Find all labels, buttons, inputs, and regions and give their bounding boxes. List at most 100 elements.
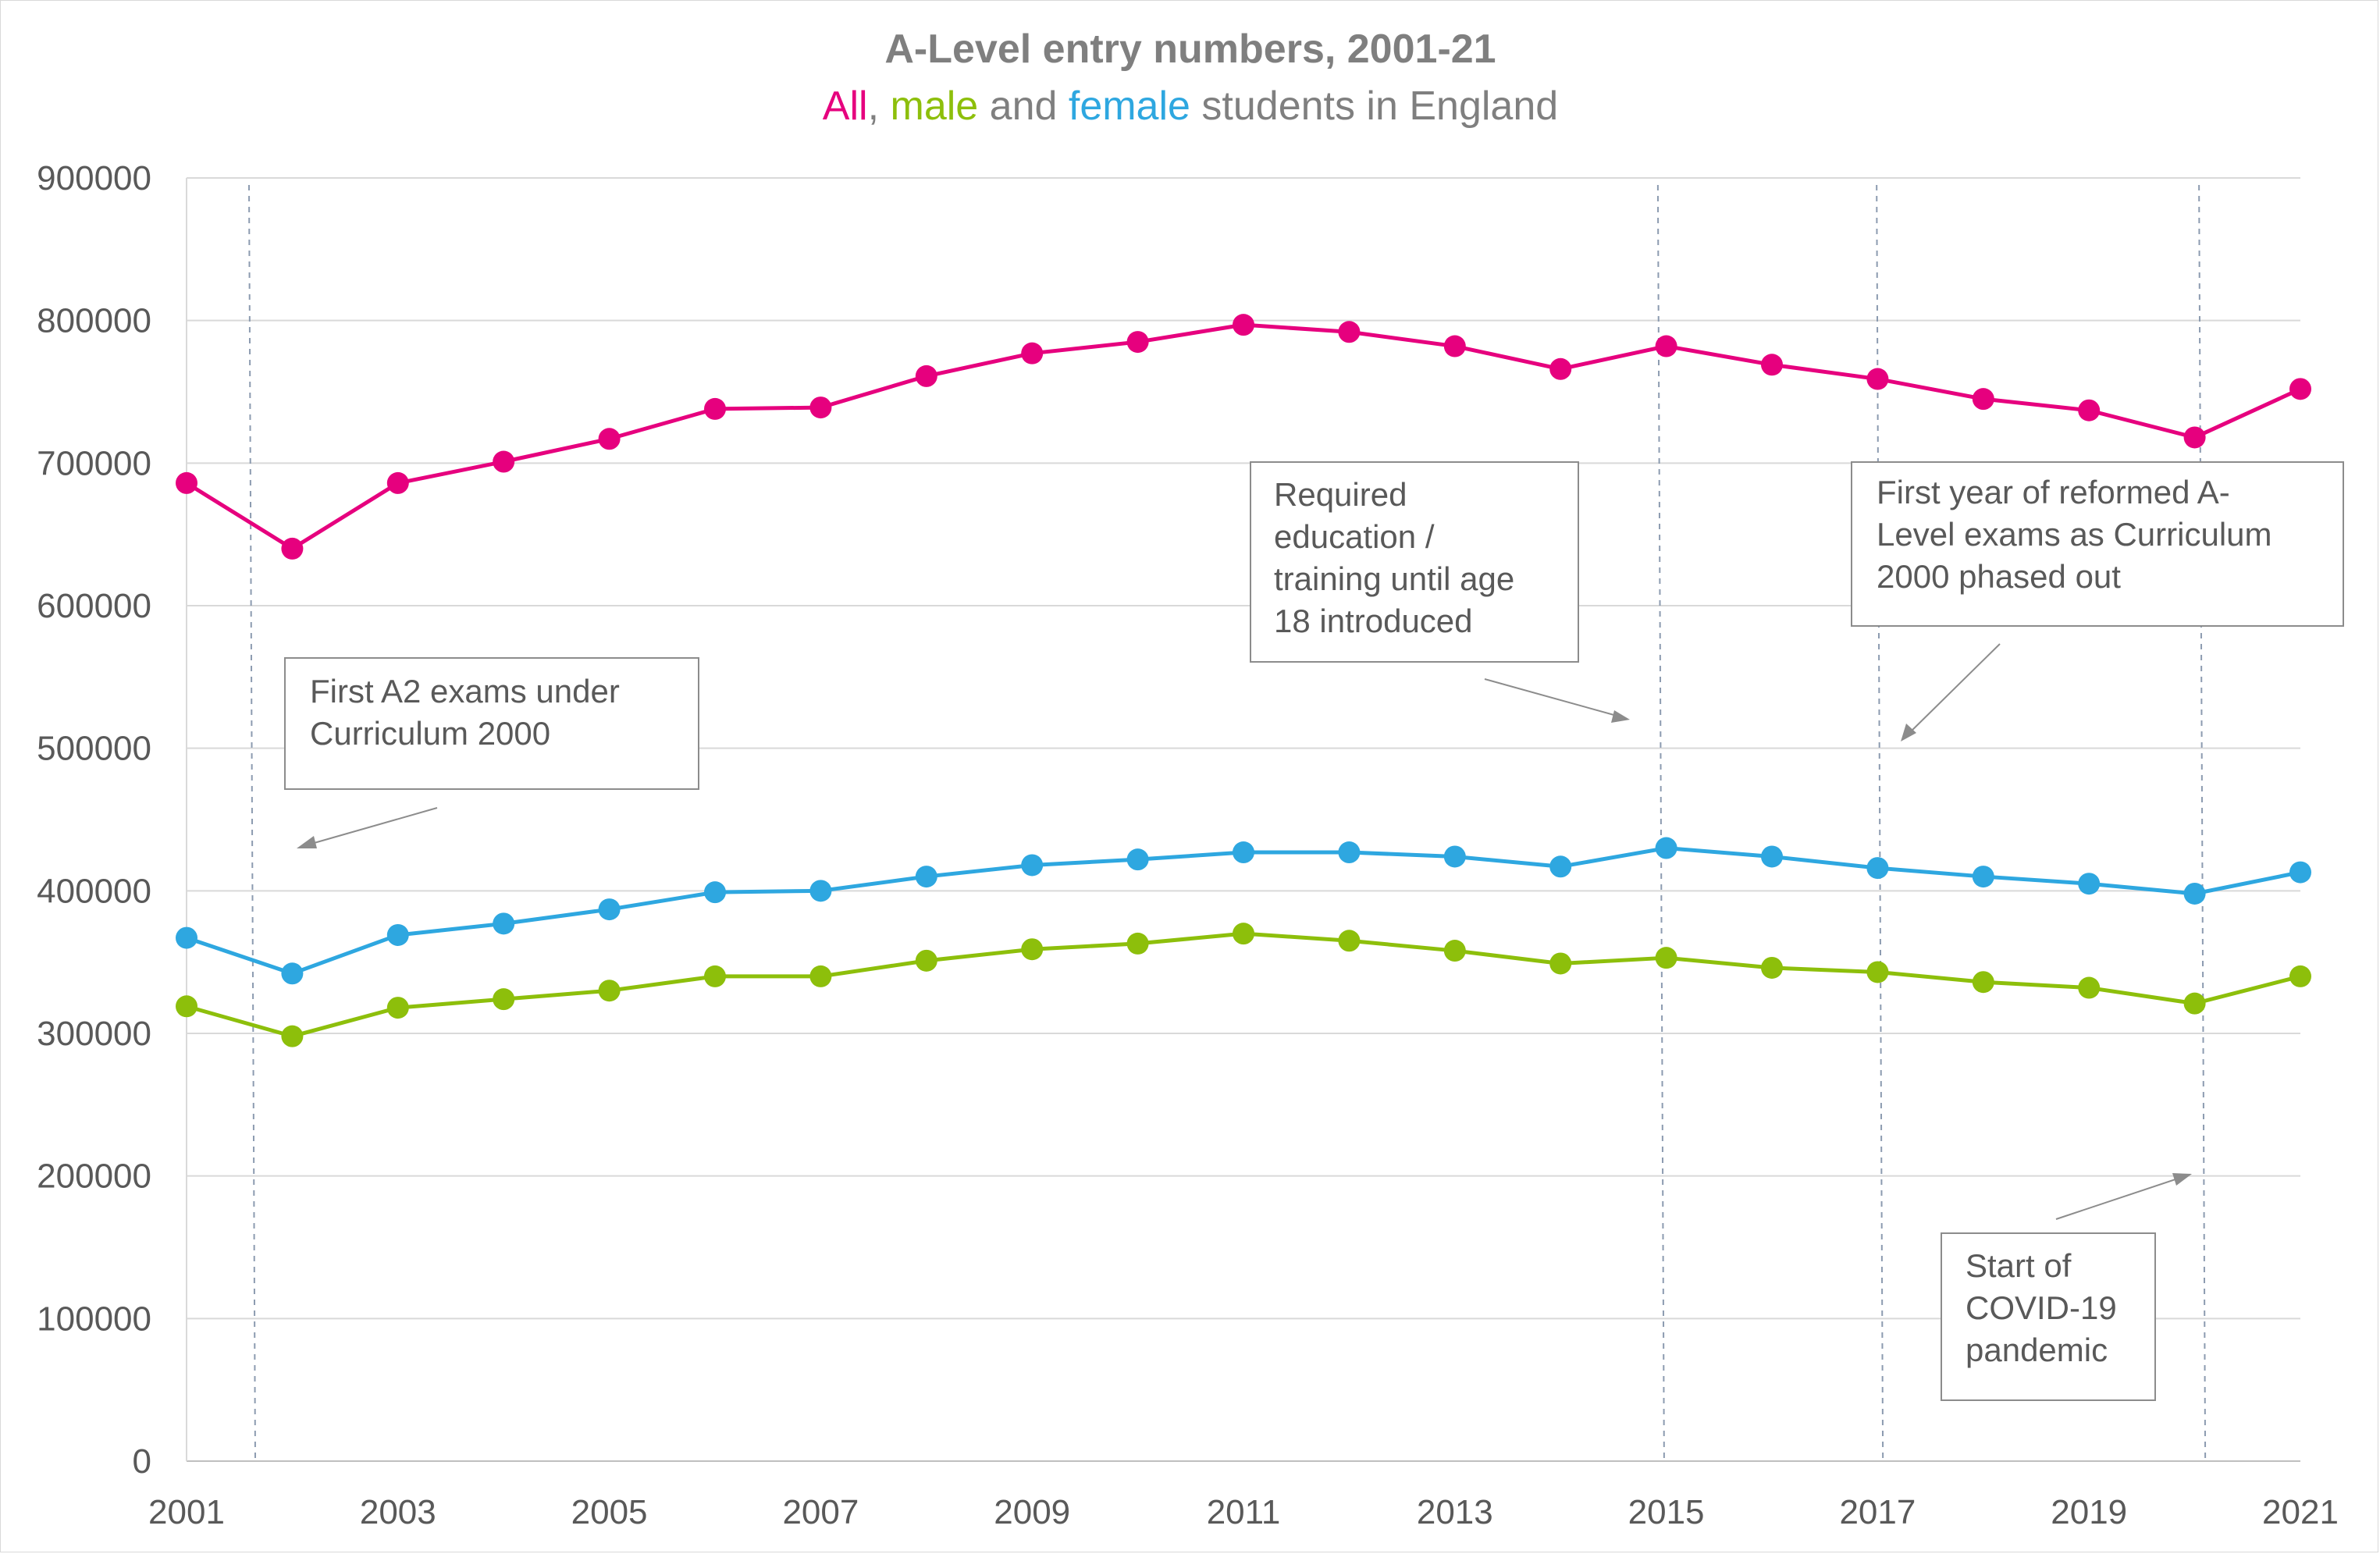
data-point <box>704 965 726 987</box>
data-point <box>1549 357 1572 380</box>
x-tick-label: 2021 <box>2262 1493 2339 1531</box>
data-point <box>1443 845 1466 868</box>
y-tick-label: 500000 <box>37 730 151 768</box>
x-tick-label: 2003 <box>360 1493 436 1531</box>
data-point <box>281 537 304 560</box>
data-point <box>1021 342 1044 364</box>
x-axis-ticks: 2001 2003 2005 2007 2009 2011 2013 2015 2017 2019… <box>148 1493 2339 1531</box>
data-point <box>1338 930 1361 952</box>
x-tick-label: 2005 <box>571 1493 648 1531</box>
y-tick-label: 400000 <box>37 872 151 910</box>
annotation-line: Required <box>1274 476 1407 513</box>
series-0 <box>176 314 2311 560</box>
annotation-box <box>1250 461 1579 663</box>
annotation-arrow <box>2055 1175 2188 1220</box>
data-point <box>2078 976 2101 999</box>
data-point <box>386 997 409 1019</box>
data-point <box>1972 971 1994 994</box>
y-tick-label: 900000 <box>37 159 151 197</box>
y-axis-ticks: 0 100000 200000 300000 400000 500000 600000 700… <box>37 159 151 1481</box>
annotation-a2-exams: First A2 exams under Curriculum 2000 <box>284 657 699 848</box>
annotation-covid: Start of COVID-19 pandemic <box>1941 1173 2192 1401</box>
annotation-box <box>1851 461 2344 627</box>
annotation-reformed-exams: First year of reformed A- Level exams as… <box>1851 461 2344 741</box>
data-point <box>1021 854 1044 877</box>
x-tick-label: 2009 <box>994 1493 1070 1531</box>
data-point <box>915 949 937 972</box>
data-point <box>1338 321 1361 343</box>
annotation-line: Curriculum 2000 <box>310 715 550 752</box>
data-point <box>1021 938 1044 961</box>
data-point <box>176 995 197 1018</box>
data-point <box>1233 841 1254 864</box>
series-group <box>176 314 2311 1047</box>
annotation-line: 18 introduced <box>1274 603 1473 639</box>
x-tick-label: 2001 <box>148 1493 225 1531</box>
data-point <box>704 881 726 904</box>
x-tick-label: 2017 <box>1839 1493 1916 1531</box>
event-line <box>248 184 257 1462</box>
data-point <box>493 988 515 1011</box>
data-point <box>1233 314 1254 336</box>
y-tick-label: 100000 <box>37 1300 151 1338</box>
data-point <box>1655 335 1677 357</box>
data-point <box>598 898 621 921</box>
data-point <box>1655 947 1677 969</box>
data-point <box>281 962 304 985</box>
annotation-line: education / <box>1274 518 1435 555</box>
event-lines <box>248 184 2207 1462</box>
data-point <box>809 965 832 987</box>
subtitle-part: male <box>891 84 979 129</box>
subtitle-part: , <box>868 84 891 129</box>
data-point <box>1866 368 1889 390</box>
data-point <box>598 428 621 450</box>
data-point <box>915 364 937 387</box>
y-tick-label: 600000 <box>37 587 151 625</box>
data-point <box>809 880 832 902</box>
annotation-box <box>284 657 699 790</box>
arrowhead <box>1901 724 1916 741</box>
data-point <box>1761 956 1783 979</box>
y-tick-label: 0 <box>133 1442 151 1481</box>
annotation-education-age: Required education / training until age … <box>1250 461 1630 723</box>
y-tick-label: 300000 <box>37 1015 151 1053</box>
annotation-line: 2000 phased out <box>1877 558 2121 595</box>
data-point <box>704 397 726 420</box>
data-point <box>1866 961 1889 983</box>
data-point <box>2289 965 2311 987</box>
data-point <box>493 450 515 473</box>
data-point <box>1972 388 1994 411</box>
chart-subtitle: All, male and female students in England <box>823 84 1558 129</box>
data-point <box>281 1025 304 1047</box>
data-point <box>1126 932 1149 955</box>
data-point <box>386 471 409 494</box>
y-tick-label: 800000 <box>37 302 151 340</box>
x-tick-label: 2007 <box>782 1493 859 1531</box>
annotation-box <box>1941 1232 2156 1401</box>
subtitle-part: and <box>978 84 1069 129</box>
data-point <box>1126 331 1149 354</box>
data-point <box>493 912 515 935</box>
subtitle-part: female <box>1069 84 1190 129</box>
data-point <box>2289 378 2311 400</box>
data-point <box>1443 335 1466 357</box>
annotation-line: Start of <box>1966 1247 2072 1284</box>
annotation-line: training until age <box>1274 560 1514 597</box>
annotation-line: Level exams as Curriculum <box>1877 516 2272 553</box>
annotation-arrow <box>1904 643 2001 738</box>
annotation-line: COVID-19 <box>1966 1289 2117 1326</box>
data-point <box>2289 861 2311 884</box>
event-line <box>2198 184 2207 1462</box>
y-tick-label: 200000 <box>37 1157 151 1196</box>
data-point <box>1338 841 1361 864</box>
data-point <box>809 397 832 419</box>
annotation-arrow <box>300 807 438 848</box>
event-line <box>1876 184 1884 1462</box>
data-point <box>176 471 197 494</box>
arrowhead <box>1611 710 1630 723</box>
series-1 <box>176 837 2311 985</box>
data-point <box>1549 952 1572 975</box>
data-point <box>1126 848 1149 871</box>
data-point <box>915 866 937 888</box>
